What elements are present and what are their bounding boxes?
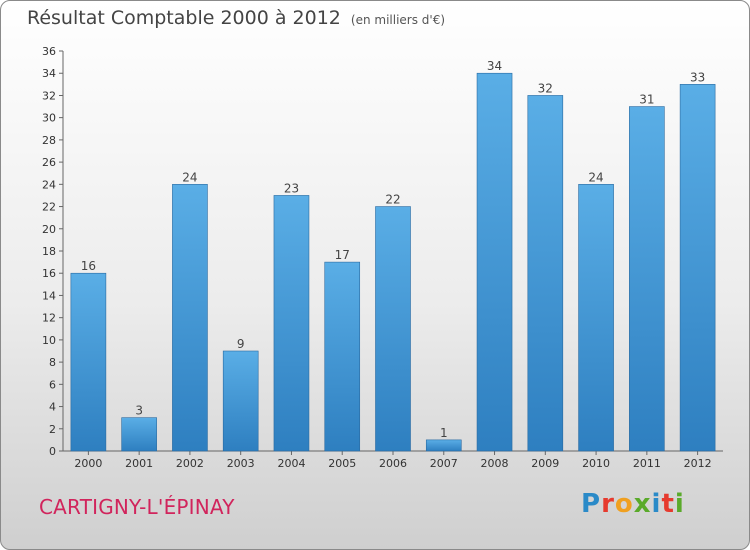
y-tick-label: 6 (49, 378, 56, 391)
value-label-2002: 24 (182, 170, 197, 184)
bar-2007[interactable] (425, 439, 462, 452)
value-label-2004: 23 (284, 181, 299, 195)
logo-letter: i (651, 489, 662, 519)
value-label-2010: 24 (588, 170, 603, 184)
y-tick-label: 0 (49, 445, 56, 458)
proxiti-logo[interactable]: Proxiti (581, 489, 685, 519)
value-label-2001: 3 (135, 404, 143, 418)
logo-letter: r (601, 489, 615, 519)
bar-2001[interactable] (121, 417, 157, 452)
bar-2010[interactable] (578, 184, 614, 452)
value-label-2012: 33 (690, 70, 705, 84)
y-tick-label: 10 (42, 334, 56, 347)
bar-2009[interactable] (527, 95, 564, 452)
x-tick-label-2012: 2012 (684, 457, 712, 470)
logo-letter: t (661, 489, 675, 519)
x-tick-label-2008: 2008 (481, 457, 509, 470)
y-tick-label: 16 (42, 267, 56, 280)
y-tick-label: 32 (42, 89, 56, 102)
value-label-2011: 31 (639, 93, 654, 107)
value-label-2005: 17 (335, 248, 350, 262)
bar-2003[interactable] (222, 350, 259, 452)
value-label-2006: 22 (385, 193, 400, 207)
y-tick-label: 14 (42, 289, 56, 302)
y-tick-label: 12 (42, 312, 56, 325)
bar-2012[interactable] (679, 84, 716, 452)
y-tick-label: 28 (42, 134, 56, 147)
value-label-2008: 34 (487, 59, 502, 73)
y-tick-label: 8 (49, 356, 56, 369)
bar-2008[interactable] (476, 72, 513, 452)
y-tick-label: 4 (49, 401, 56, 414)
bar-2004[interactable] (273, 195, 310, 452)
bar-2002[interactable] (172, 184, 208, 452)
value-label-2009: 32 (538, 81, 553, 95)
y-tick-label: 2 (49, 423, 56, 436)
commune-name: CARTIGNY-L'ÉPINAY (39, 495, 235, 519)
logo-letter: o (614, 489, 634, 519)
bars (70, 72, 716, 452)
y-tick-label: 18 (42, 245, 56, 258)
logo-letter: i (674, 489, 685, 519)
y-tick-label: 26 (42, 156, 56, 169)
x-tick-label-2004: 2004 (277, 457, 305, 470)
y-tick-label: 30 (42, 112, 56, 125)
x-tick-label-2000: 2000 (74, 457, 102, 470)
x-tick-label-2006: 2006 (379, 457, 407, 470)
x-tick-label-2003: 2003 (227, 457, 255, 470)
x-tick-label-2010: 2010 (582, 457, 610, 470)
chart-title: Résultat Comptable 2000 à 2012 (en millie… (27, 7, 445, 29)
value-labels: 16 3 24 9 23 17 22 1 34 32 24 31 33 (81, 59, 706, 440)
x-tick-label-2007: 2007 (430, 457, 458, 470)
value-label-2007: 1 (440, 426, 448, 440)
y-tick-label: 20 (42, 223, 56, 236)
y-tick-label: 34 (42, 67, 56, 80)
value-label-2000: 16 (81, 259, 96, 273)
y-tick-label: 36 (42, 45, 56, 58)
bar-2011[interactable] (629, 106, 665, 452)
value-label-2003: 9 (237, 337, 245, 351)
chart-title-units: (en milliers d'€) (350, 13, 446, 27)
x-tick-label-2005: 2005 (328, 457, 356, 470)
chart-title-main: Résultat Comptable 2000 à 2012 (27, 7, 341, 29)
bar-2006[interactable] (375, 206, 411, 452)
x-tick-label-2001: 2001 (125, 457, 153, 470)
logo-letter: P (581, 489, 602, 519)
bar-2005[interactable] (324, 261, 361, 452)
x-tick-label-2011: 2011 (633, 457, 661, 470)
x-tick-label-2002: 2002 (176, 457, 204, 470)
y-tick-label: 22 (42, 201, 56, 214)
logo-letter: x (633, 489, 652, 519)
bar-2000[interactable] (70, 272, 107, 452)
x-tick-label-2009: 2009 (531, 457, 559, 470)
y-tick-label: 24 (42, 178, 56, 191)
